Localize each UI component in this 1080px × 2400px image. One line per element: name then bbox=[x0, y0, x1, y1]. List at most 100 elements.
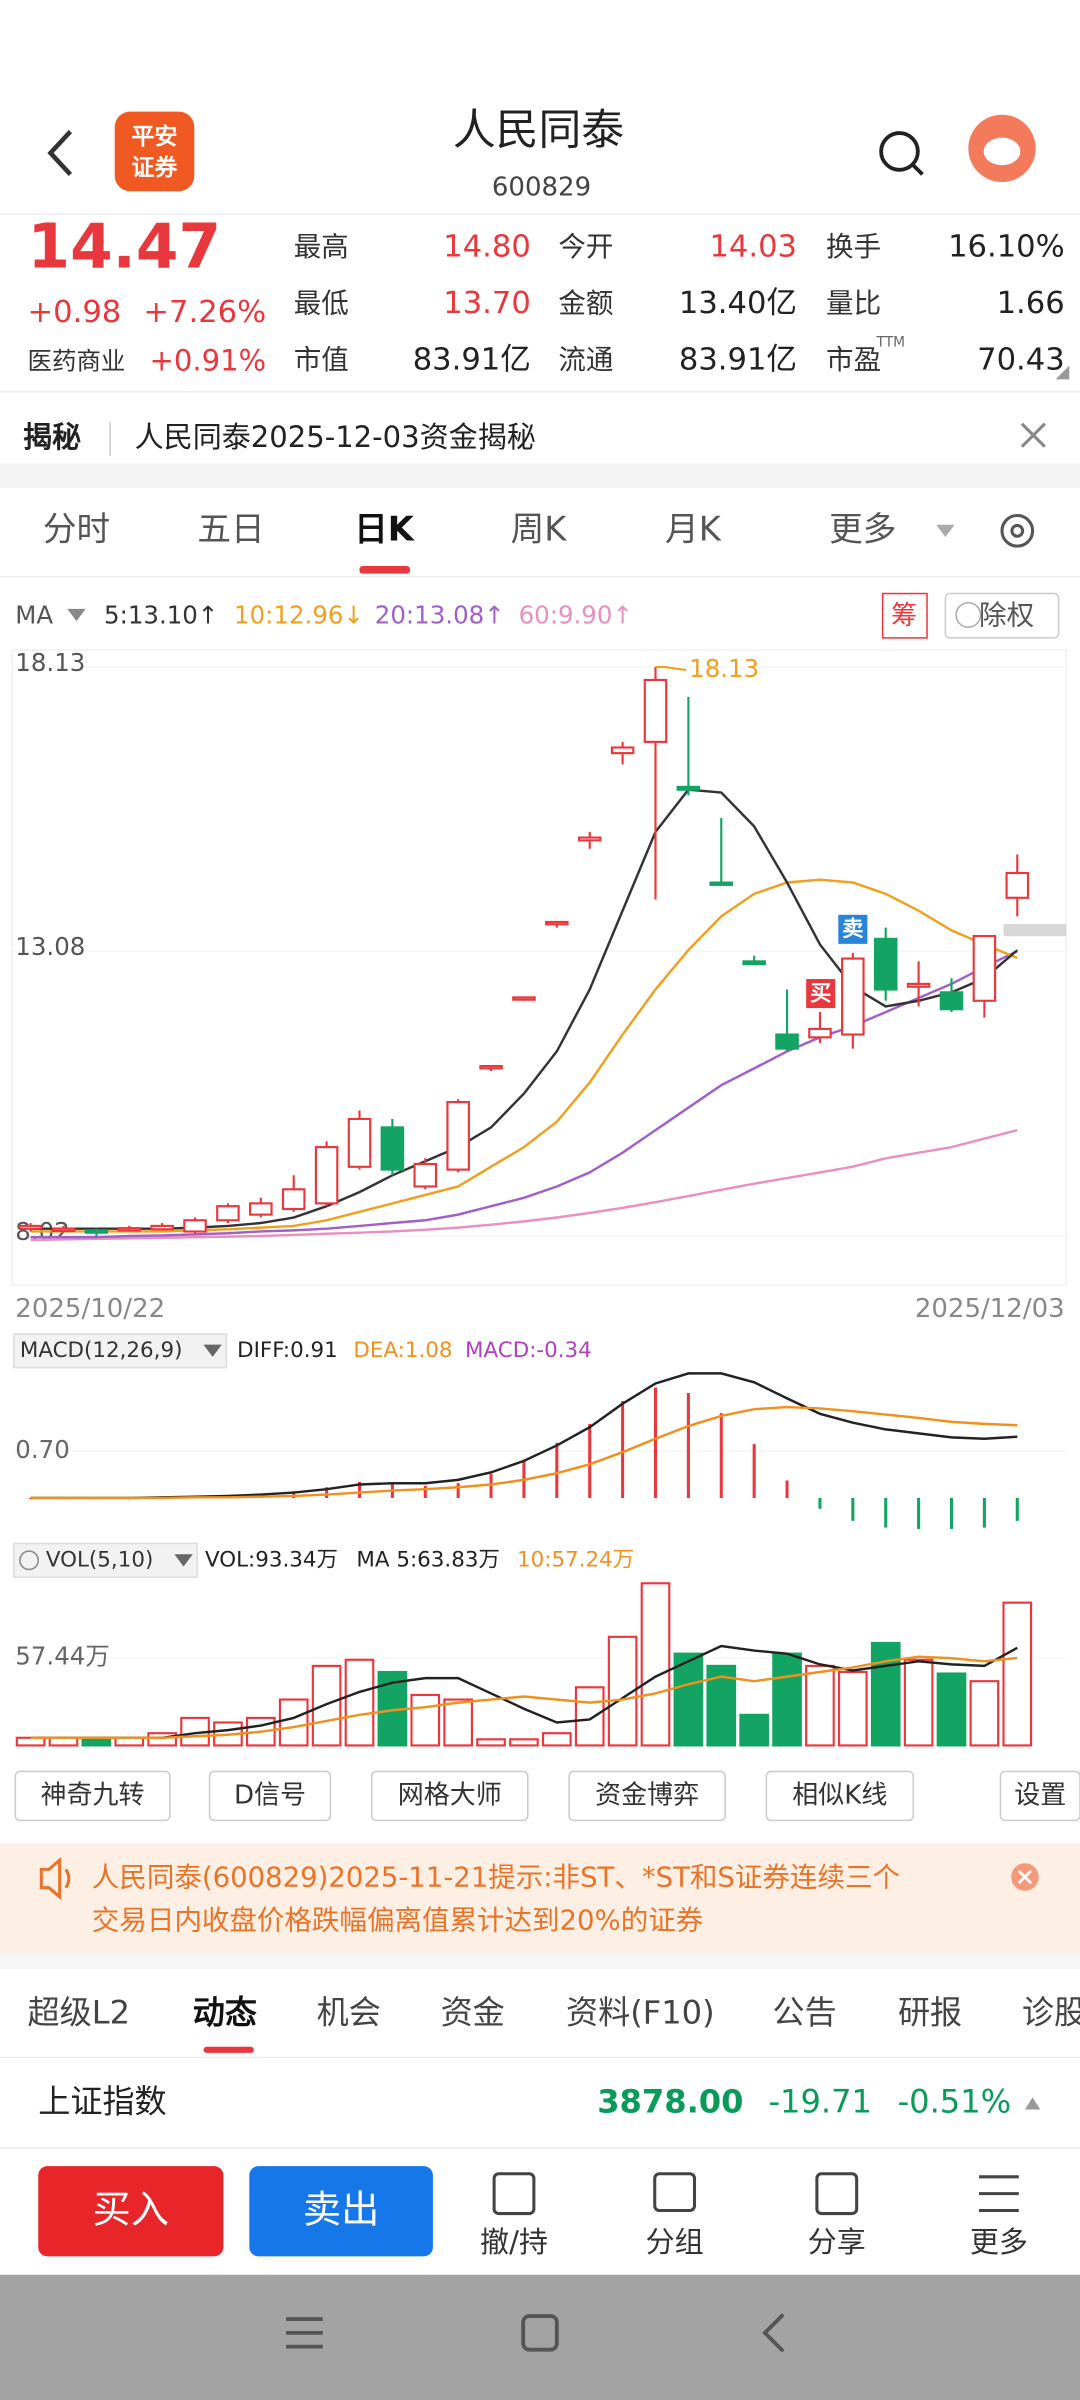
search-button[interactable] bbox=[879, 131, 920, 172]
macd-bar bbox=[884, 1497, 888, 1528]
ma-legend: 5:13.10↑ bbox=[104, 600, 218, 629]
high-label: 18.13 bbox=[689, 654, 759, 683]
group-icon[interactable] bbox=[653, 2172, 697, 2213]
stat-value: 14.03 bbox=[709, 229, 797, 264]
info-tab[interactable]: 研报 bbox=[898, 1994, 962, 2032]
info-tab[interactable]: 公告 bbox=[773, 1994, 837, 2032]
candle-body bbox=[150, 1224, 174, 1231]
vol-selector[interactable] bbox=[13, 1542, 199, 1578]
candle-body bbox=[380, 1126, 405, 1171]
nav-home[interactable] bbox=[521, 2314, 559, 2352]
action-label[interactable]: 撤/持 bbox=[480, 2225, 548, 2259]
tool-button[interactable] bbox=[568, 1770, 726, 1822]
candle-body bbox=[610, 746, 635, 755]
volume-bar bbox=[410, 1693, 441, 1747]
stat-value: 14.80 bbox=[443, 229, 531, 264]
y-tick-label: 0.70 bbox=[15, 1435, 69, 1464]
sector-change: +0.91% bbox=[150, 344, 267, 378]
sector: 医药商业 bbox=[28, 347, 126, 376]
macd-legend: DEA:1.08 bbox=[353, 1338, 452, 1363]
stat-value: 13.40亿 bbox=[679, 286, 797, 321]
ma-legend: 20:13.08↑ bbox=[375, 600, 505, 629]
macd-bar bbox=[917, 1497, 921, 1529]
nav-bar bbox=[0, 2274, 1080, 2400]
spacer bbox=[0, 463, 1080, 488]
macd-bar bbox=[1015, 1497, 1019, 1521]
share-icon[interactable] bbox=[815, 2172, 859, 2216]
candle-body bbox=[216, 1205, 240, 1222]
tool-label[interactable]: 设置 bbox=[1014, 1780, 1066, 1810]
notice-band bbox=[0, 1843, 1080, 1954]
banner-text[interactable]: 人民同泰2025-12-03资金揭秘 bbox=[135, 420, 536, 454]
action-label[interactable]: 分享 bbox=[808, 2225, 866, 2259]
volume-bar bbox=[541, 1732, 572, 1747]
info-tab[interactable]: 超级L2 bbox=[28, 1994, 131, 2032]
sell-label[interactable]: 卖出 bbox=[303, 2189, 379, 2233]
kline-frame bbox=[11, 649, 1067, 1286]
buy-label[interactable]: 买入 bbox=[93, 2189, 169, 2233]
period-tab[interactable]: 日K bbox=[354, 509, 416, 548]
vol-legend: MA 5:63.83万 bbox=[356, 1547, 499, 1572]
macd-legend: DIFF:0.91 bbox=[237, 1338, 338, 1363]
tool-button[interactable] bbox=[14, 1770, 171, 1822]
action-label[interactable]: 更多 bbox=[970, 2225, 1028, 2259]
tool-label[interactable]: 资金博弈 bbox=[595, 1780, 699, 1810]
y-tick-label: 18.13 bbox=[15, 648, 85, 677]
candle-body bbox=[51, 1227, 76, 1233]
ex-rights-button[interactable] bbox=[944, 592, 1060, 639]
stat-label: 金额 bbox=[558, 287, 613, 319]
volume-bar bbox=[81, 1738, 112, 1747]
buy-button[interactable] bbox=[38, 2166, 224, 2257]
high-pointer bbox=[655, 665, 687, 672]
tool-label[interactable]: 相似K线 bbox=[792, 1780, 887, 1810]
vol-ma-line bbox=[30, 1655, 1018, 1740]
candle-body bbox=[873, 937, 898, 991]
nav-menu[interactable] bbox=[286, 2317, 323, 2349]
candle-body bbox=[314, 1146, 339, 1205]
macd-bar bbox=[489, 1473, 493, 1498]
vol-info-icon bbox=[19, 1550, 40, 1571]
volume-bar bbox=[344, 1658, 375, 1747]
action-label[interactable]: 分组 bbox=[646, 2225, 704, 2259]
tool-button[interactable] bbox=[370, 1770, 529, 1822]
tool-label[interactable]: D信号 bbox=[234, 1780, 306, 1810]
change-pct: +7.26% bbox=[143, 295, 266, 330]
close-banner[interactable] bbox=[1020, 422, 1046, 448]
macd-bar bbox=[653, 1387, 658, 1498]
period-tab[interactable]: 分时 bbox=[43, 509, 110, 548]
chip-button[interactable] bbox=[881, 592, 928, 639]
candle-body bbox=[545, 920, 569, 926]
tool-button[interactable] bbox=[765, 1770, 915, 1822]
tool-button[interactable] bbox=[208, 1770, 332, 1822]
candle-body bbox=[972, 934, 997, 1002]
info-tab[interactable]: 机会 bbox=[317, 1994, 381, 2032]
cancel-icon[interactable] bbox=[492, 2172, 536, 2216]
info-tab[interactable]: 资金 bbox=[441, 1994, 505, 2032]
macd-bar bbox=[292, 1491, 296, 1498]
stat-label: 市盈 bbox=[826, 344, 881, 376]
settings-button[interactable] bbox=[1000, 513, 1035, 548]
vol-legend: VOL:93.34万 bbox=[205, 1547, 338, 1572]
macd-caret bbox=[203, 1344, 222, 1357]
info-tab[interactable]: 动态 bbox=[193, 1994, 257, 2032]
period-tab[interactable]: 更多 bbox=[829, 509, 896, 548]
stat-value: 83.91亿 bbox=[679, 343, 797, 378]
info-tab[interactable]: 诊股 bbox=[1022, 1994, 1080, 2032]
stat-label: 今开 bbox=[558, 231, 613, 263]
candle-body bbox=[18, 1224, 43, 1230]
nav-back[interactable] bbox=[762, 2313, 785, 2353]
sell-marker-text: 卖 bbox=[842, 916, 863, 942]
back-button[interactable] bbox=[47, 129, 73, 176]
period-tab[interactable]: 五日 bbox=[197, 509, 264, 548]
macd-line bbox=[30, 1405, 1018, 1500]
period-tab[interactable]: 周K bbox=[511, 509, 568, 548]
sell-button[interactable] bbox=[249, 2166, 433, 2257]
macd-selector[interactable] bbox=[13, 1333, 228, 1369]
tool-label[interactable]: 神奇九转 bbox=[41, 1780, 145, 1810]
tool-label[interactable]: 网格大师 bbox=[398, 1780, 502, 1810]
period-tab[interactable]: 月K bbox=[665, 509, 722, 548]
info-tab[interactable]: 资料(F10) bbox=[566, 1994, 715, 2032]
more-icon[interactable] bbox=[979, 2175, 1019, 2213]
